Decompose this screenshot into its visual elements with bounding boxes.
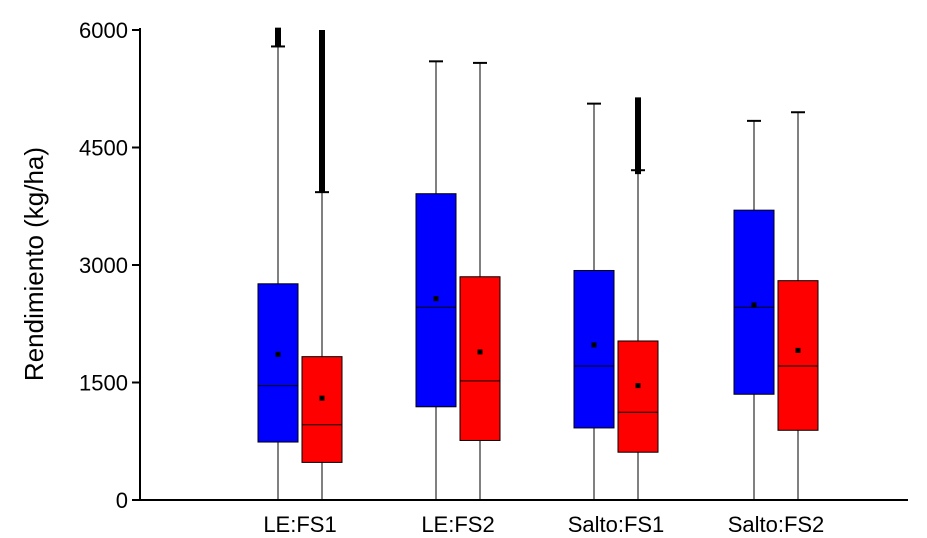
y-tick-label: 3000 (79, 253, 128, 278)
mean-marker (591, 342, 597, 348)
box-group (415, 60, 457, 500)
box-group (301, 30, 343, 500)
mean-marker (433, 296, 439, 302)
box (733, 209, 775, 395)
y-axis-title: Rendimiento (kg/ha) (19, 147, 49, 381)
y-tick-label: 4500 (79, 136, 128, 161)
box (459, 276, 501, 441)
y-axis-ticks: 0 1500 3000 4500 6000 (79, 18, 140, 513)
box-group (257, 27, 299, 500)
x-axis-ticks: LE:FS1 LE:FS2 Salto:FS1 Salto:FS2 (263, 512, 824, 537)
box (301, 356, 343, 463)
box-group (459, 61, 501, 500)
box (573, 269, 615, 429)
mean-marker (795, 347, 801, 353)
y-tick-label: 6000 (79, 18, 128, 43)
mean-marker (635, 383, 641, 389)
box-group (777, 111, 819, 500)
mean-marker (275, 351, 281, 357)
y-tick-label: 0 (116, 488, 128, 513)
y-tick-label: 1500 (79, 371, 128, 396)
box-group (573, 102, 615, 500)
mean-marker (751, 302, 757, 308)
outlier-band (319, 30, 325, 193)
x-tick-label: Salto:FS1 (568, 512, 665, 537)
outlier-band (635, 97, 641, 175)
box (617, 340, 659, 453)
x-tick-label: LE:FS2 (421, 512, 494, 537)
box (257, 283, 299, 443)
mean-marker (477, 349, 483, 355)
x-tick-label: Salto:FS2 (728, 512, 825, 537)
outlier-band (275, 27, 281, 47)
box-group (617, 97, 659, 500)
box-group (733, 119, 775, 500)
box (777, 280, 819, 431)
plot-area (257, 27, 819, 500)
mean-marker (319, 395, 325, 401)
x-tick-label: LE:FS1 (263, 512, 336, 537)
